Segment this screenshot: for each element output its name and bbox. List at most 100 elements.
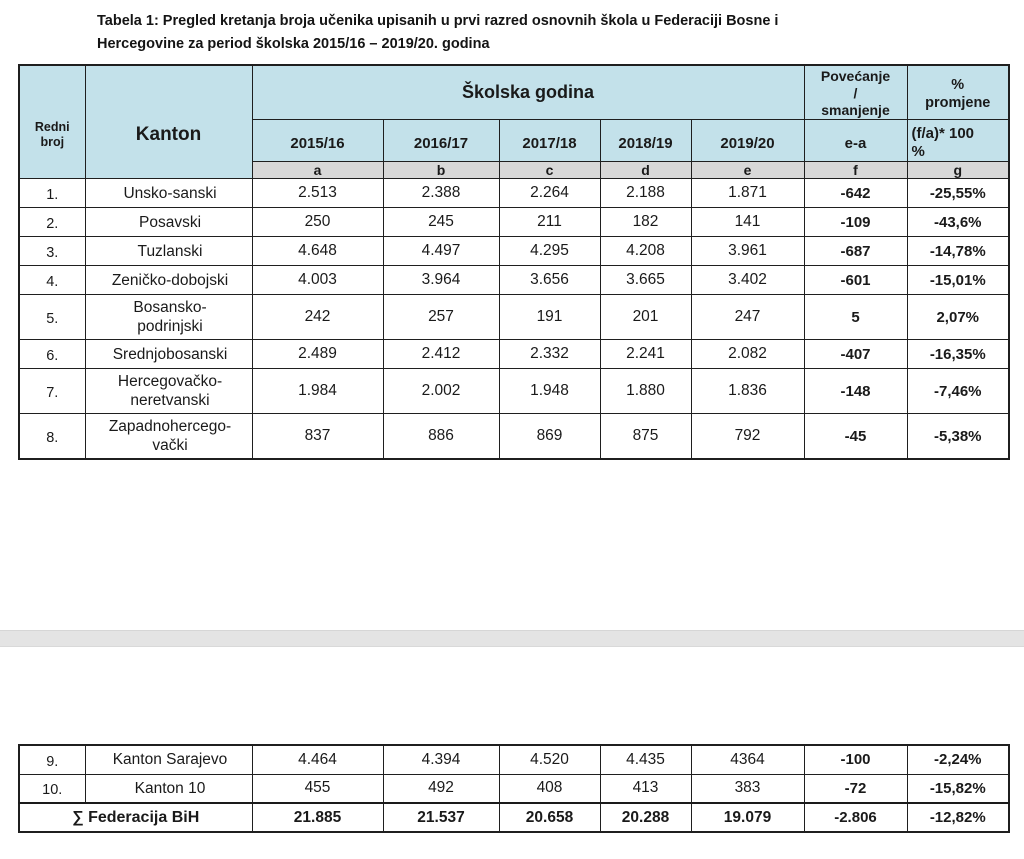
value-2017-18: 869 [498,413,601,460]
value-pct: -2,24% [906,744,1010,775]
col-letter-e: e [690,161,805,179]
header-year-2015-16: 2015/16 [251,119,384,162]
total-row: ∑ Federacija BiH 21.885 21.537 20.658 20… [18,802,1010,833]
row-number: 2. [18,207,86,237]
value-2017-18: 2.332 [498,339,601,369]
value-2019-20: 383 [690,773,805,804]
col-letter-f: f [803,161,908,179]
page-break-separator [0,630,1024,647]
value-diff: -687 [803,236,908,266]
total-2015-16: 21.885 [251,802,384,833]
col-letter-b: b [382,161,500,179]
header-pct-formula: (f/a)* 100 % [906,119,1010,162]
value-2017-18: 3.656 [498,265,601,295]
value-2016-17: 886 [382,413,500,460]
value-2017-18: 4.520 [498,744,601,775]
value-pct: -7,46% [906,368,1010,414]
header-year-2017-18: 2017/18 [498,119,601,162]
header-row-letters: a b c d e f g [19,161,1010,179]
row-number: 4. [18,265,86,295]
value-diff: 5 [803,294,908,340]
row-number: 1. [18,178,86,208]
value-2017-18: 4.295 [498,236,601,266]
table-row: 5. Bosansko- podrinjski 242 257 191 201 … [18,294,1010,340]
value-2018-19: 2.188 [599,178,692,208]
row-number: 7. [18,368,86,414]
header-row-years: 2015/16 2016/17 2017/18 2018/19 2019/20 … [19,119,1010,162]
value-2015-16: 837 [251,413,384,460]
value-2016-17: 257 [382,294,500,340]
total-2016-17: 21.537 [382,802,500,833]
kanton-name: Posavski [84,207,253,237]
total-2019-20: 19.079 [690,802,805,833]
value-diff: -109 [803,207,908,237]
value-2016-17: 4.394 [382,744,500,775]
table-row: 1. Unsko-sanski 2.513 2.388 2.264 2.188 … [18,178,1010,208]
value-2015-16: 242 [251,294,384,340]
value-pct: -25,55% [906,178,1010,208]
value-2017-18: 191 [498,294,601,340]
kanton-name: Srednjobosanski [84,339,253,369]
value-diff: -100 [803,744,908,775]
total-diff: -2.806 [803,802,908,833]
value-diff: -642 [803,178,908,208]
value-2016-17: 2.412 [382,339,500,369]
kanton-name: Bosansko- podrinjski [84,294,253,340]
value-2016-17: 492 [382,773,500,804]
header-year-2019-20: 2019/20 [690,119,805,162]
row-number: 6. [18,339,86,369]
header-pct-promjene: % promjene [906,64,1010,120]
kanton-name: Kanton Sarajevo [84,744,253,775]
value-diff: -601 [803,265,908,295]
row-number: 5. [18,294,86,340]
value-pct: -5,38% [906,413,1010,460]
value-2019-20: 792 [690,413,805,460]
header-povecanje-smanjenje: Povećanje / smanjenje [803,64,908,120]
value-2018-19: 1.880 [599,368,692,414]
value-pct: -43,6% [906,207,1010,237]
header-year-2016-17: 2016/17 [382,119,500,162]
header-redni-broj: Redni broj [18,64,86,179]
col-letter-g: g [906,161,1010,179]
value-2016-17: 2.002 [382,368,500,414]
table-row: 7. Hercegovačko- neretvanski 1.984 2.002… [18,368,1010,414]
value-2016-17: 2.388 [382,178,500,208]
kanton-name: Tuzlanski [84,236,253,266]
value-2018-19: 875 [599,413,692,460]
header-row-groups: Redni broj Kanton Školska godina Povećan… [18,64,1010,179]
table-row: 4. Zeničko-dobojski 4.003 3.964 3.656 3.… [18,265,1010,295]
table-row: 10. Kanton 10 455 492 408 413 383 -72 -1… [18,773,1010,804]
row-number: 9. [18,744,86,775]
col-letter-d: d [599,161,692,179]
value-diff: -72 [803,773,908,804]
col-letter-a: a [251,161,384,179]
enrollment-table-page2: 9. Kanton Sarajevo 4.464 4.394 4.520 4.4… [18,744,1010,833]
value-2019-20: 1.871 [690,178,805,208]
table-row: 9. Kanton Sarajevo 4.464 4.394 4.520 4.4… [18,744,1010,775]
value-pct: 2,07% [906,294,1010,340]
value-2018-19: 4.435 [599,744,692,775]
value-2015-16: 455 [251,773,384,804]
table-caption: Tabela 1: Pregled kretanja broja učenika… [97,13,779,52]
total-pct: -12,82% [906,802,1010,833]
header-kanton: Kanton [84,64,253,179]
value-2016-17: 3.964 [382,265,500,295]
header-year-2018-19: 2018/19 [599,119,692,162]
header-skolska-godina: Školska godina [251,64,805,120]
value-2018-19: 201 [599,294,692,340]
value-diff: -45 [803,413,908,460]
table-row: 6. Srednjobosanski 2.489 2.412 2.332 2.2… [18,339,1010,369]
value-pct: -16,35% [906,339,1010,369]
table-row: 3. Tuzlanski 4.648 4.497 4.295 4.208 3.9… [18,236,1010,266]
value-2016-17: 245 [382,207,500,237]
value-2018-19: 2.241 [599,339,692,369]
col-letter-c: c [498,161,601,179]
value-2017-18: 1.948 [498,368,601,414]
total-2017-18: 20.658 [498,802,601,833]
table-row: 8. Zapadnohercego- vački 837 886 869 875… [18,413,1010,460]
value-2015-16: 1.984 [251,368,384,414]
value-2017-18: 211 [498,207,601,237]
value-pct: -15,01% [906,265,1010,295]
value-2018-19: 4.208 [599,236,692,266]
